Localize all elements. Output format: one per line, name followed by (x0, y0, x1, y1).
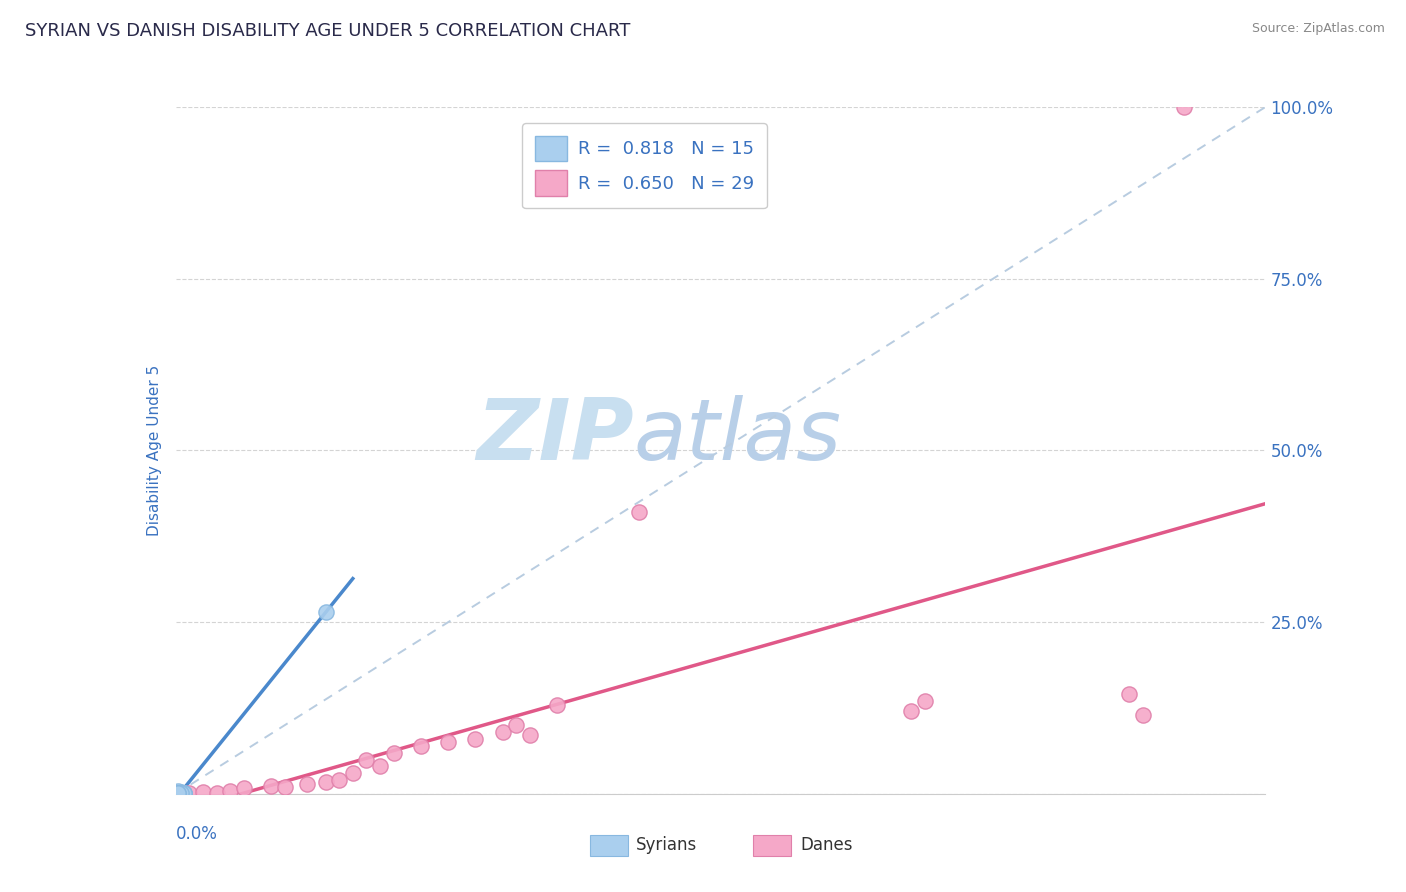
Point (409, 739, 432, 753)
Point (167, 786, 190, 800)
Point (260, 779, 283, 793)
Point (1173, 100, 1195, 114)
Point (173, 785, 195, 799)
Point (627, 505, 650, 519)
Point (492, 725, 515, 739)
Point (219, 784, 242, 798)
Point (315, 774, 337, 789)
Text: 0.0%: 0.0% (176, 825, 218, 843)
Point (505, 718, 527, 732)
Point (167, 786, 190, 800)
Text: SYRIAN VS DANISH DISABILITY AGE UNDER 5 CORRELATION CHART: SYRIAN VS DANISH DISABILITY AGE UNDER 5 … (25, 22, 631, 40)
Point (167, 785, 190, 799)
Text: Danes: Danes (800, 837, 852, 855)
Point (900, 705, 922, 719)
Point (356, 753, 378, 767)
Point (232, 781, 254, 796)
Point (173, 786, 195, 800)
Point (368, 759, 391, 773)
Point (546, 698, 568, 712)
Point (519, 729, 541, 743)
Point (173, 785, 195, 799)
Text: Syrians: Syrians (636, 837, 697, 855)
Point (437, 735, 460, 749)
Point (167, 786, 190, 800)
Point (173, 786, 195, 800)
Point (914, 694, 936, 708)
Point (170, 786, 193, 800)
Point (1132, 707, 1154, 722)
Point (167, 786, 190, 800)
Y-axis label: Disability Age Under 5: Disability Age Under 5 (146, 365, 162, 536)
Point (170, 786, 193, 800)
Point (295, 776, 318, 790)
Point (342, 766, 364, 780)
Point (1118, 687, 1140, 701)
Point (170, 785, 193, 799)
Point (328, 773, 350, 788)
Point (170, 785, 193, 799)
Point (382, 746, 405, 760)
Point (315, 605, 337, 619)
Text: atlas: atlas (633, 395, 841, 478)
Point (274, 780, 297, 794)
Text: ZIP: ZIP (475, 395, 633, 478)
FancyBboxPatch shape (754, 835, 792, 855)
Text: Source: ZipAtlas.com: Source: ZipAtlas.com (1251, 22, 1385, 36)
Point (179, 786, 201, 800)
Point (167, 786, 190, 800)
Point (464, 731, 486, 746)
Point (191, 785, 214, 799)
Point (167, 784, 190, 798)
Point (205, 786, 228, 800)
Point (167, 786, 190, 800)
Legend: R =  0.818   N = 15, R =  0.650   N = 29: R = 0.818 N = 15, R = 0.650 N = 29 (522, 123, 766, 209)
FancyBboxPatch shape (591, 835, 628, 855)
